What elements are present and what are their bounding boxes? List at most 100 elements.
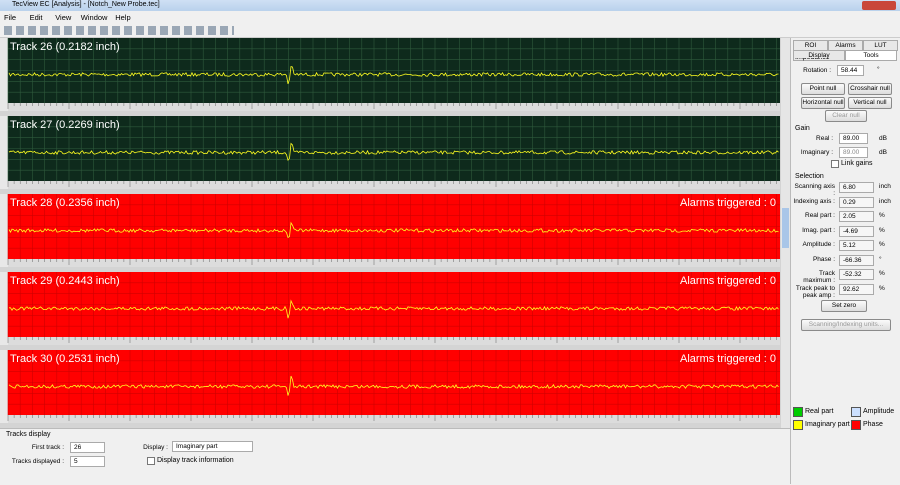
track: Track 27 (0.2269 inch) [0,116,780,189]
section-title: Impedance [795,58,830,62]
field-value[interactable]: 89.00 [839,133,868,144]
bottom-panel: Tracks display First track : 26 Tracks disp… [0,428,790,485]
field-label: First track : [31,444,64,451]
track-axis [0,38,8,111]
menu-item[interactable]: Window [80,13,108,22]
track-axis [0,272,8,345]
legend-label: Real part [805,408,834,415]
field-unit: ° [879,255,882,263]
tools-panel: ROIAlarmsLUTDisplayToolsImpedanceRotatio… [790,38,900,484]
track-label: Track 27 (0.2269 inch) [10,119,120,131]
signal-trace [8,375,779,396]
field-value: 5.12 [839,240,874,251]
tab[interactable]: Display [793,50,845,61]
signal-trace [8,221,779,239]
field-unit: % [879,270,885,277]
field-unit: % [879,284,885,292]
track-label: Track 26 (0.2182 inch) [10,41,120,53]
track-ruler [8,181,780,189]
track-ruler [8,337,780,345]
field-label: Real : [816,135,833,142]
checkbox[interactable] [831,160,839,168]
alarm-label: Alarms triggered : 0 [680,197,776,209]
field-unit: dB [879,149,887,156]
checkbox-label: Display track information [157,457,234,464]
track-ruler [8,103,780,111]
button[interactable]: Crosshair null [848,83,892,95]
field-label: Track maximum : [803,270,835,284]
button[interactable]: Horizontal null [801,97,845,109]
track-axis [0,116,8,189]
checkbox[interactable] [147,457,155,465]
field-value[interactable]: Imaginary part [172,441,253,452]
field-value: 0.29 [839,196,874,208]
field-label: Tracks displayed : [11,458,64,465]
button[interactable]: Scanning/Indexing units... [801,319,891,331]
field-unit: inch [879,197,891,205]
field-label: Amplitude : [802,241,835,248]
legend-swatch [851,420,861,430]
track-ruler [8,415,780,423]
field-value[interactable]: 5 [70,456,105,467]
field-value: -52.32 [839,269,874,280]
field-label: Rotation : [803,67,831,74]
checkbox-label: Link gains [841,160,873,167]
track-label: Track 30 (0.2531 inch) [10,353,120,365]
track: Track 28 (0.2356 inch) Alarms triggered :… [0,194,780,267]
field-value: 92.62 [839,283,874,295]
track: Track 30 (0.2531 inch) Alarms triggered :… [0,350,780,423]
menu-item[interactable]: Help [115,13,131,22]
scroll-thumb [782,208,789,248]
alarm-label: Alarms triggered : 0 [680,275,776,287]
menu-item[interactable]: Edit [29,13,43,22]
field-value[interactable]: 26 [70,442,105,453]
field-label: Imaginary : [800,149,833,156]
legend-swatch [793,407,803,417]
toolbar [0,24,900,38]
field-label: Display : [143,444,168,451]
field-unit: ° [877,66,880,73]
field-unit: % [879,212,885,219]
legend-swatch [851,407,861,417]
field-label: Track peak to peak amp : [795,284,835,299]
tab[interactable]: Tools [845,50,897,61]
legend-label: Phase [863,421,883,428]
track-axis [0,350,8,423]
signal-trace [8,142,779,162]
toolbar-icons[interactable] [4,26,234,35]
track-label: Track 28 (0.2356 inch) [10,197,120,209]
button[interactable]: Set zero [821,300,867,312]
field-value[interactable]: 89.00 [839,147,868,158]
field-value: 2.05 [839,211,874,222]
track-label: Track 29 (0.2443 inch) [10,275,120,287]
legend-swatch [793,420,803,430]
section-title: Tracks display [6,431,51,438]
track: Track 29 (0.2443 inch) Alarms triggered :… [0,272,780,345]
section-title: Gain [795,125,810,132]
track-ruler [8,259,780,267]
field-value[interactable]: 58.44 [837,65,864,76]
track: Track 26 (0.2182 inch) [0,38,780,111]
window-title: TecView EC [Analysis] - [Notch_New Probe… [12,1,160,8]
section-title: Selection [795,173,824,180]
field-value: -4.69 [839,225,874,237]
button[interactable]: Point null [801,83,845,95]
field-label: Scanning axis : [794,183,835,197]
field-value: 6.80 [839,182,874,193]
button[interactable]: Vertical null [848,97,892,109]
title-bar: TecView EC [Analysis] - [Notch_New Probe… [0,0,900,11]
legend-label: Amplitude [863,408,895,415]
button[interactable]: Clear null [825,110,867,122]
field-label: Indexing axis : [793,197,835,205]
menu-item[interactable]: View [55,13,72,22]
menu-item[interactable]: File [4,13,17,22]
window-controls[interactable] [862,1,896,10]
field-unit: inch [879,183,891,190]
field-unit: % [879,226,885,234]
track-axis [0,194,8,267]
field-label: Imag. part : [802,226,835,234]
tracks-view: Track 26 (0.2182 inch) Track 27 (0.2269 i… [0,38,790,428]
alarm-label: Alarms triggered : 0 [680,353,776,365]
field-unit: % [879,241,885,248]
